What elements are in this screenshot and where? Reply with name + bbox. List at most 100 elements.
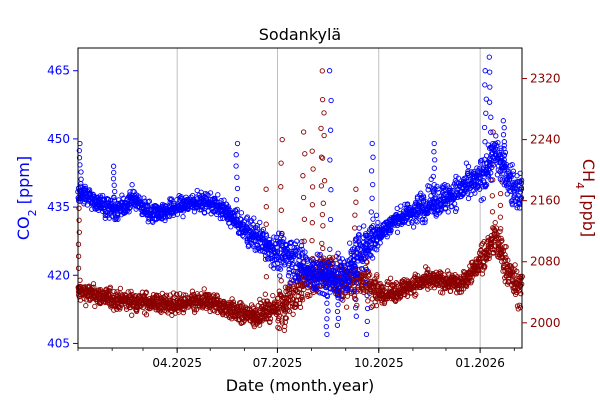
data-point [301,216,308,222]
data-point [352,212,358,218]
data-point [296,274,302,280]
data-point [278,160,284,166]
data-point [414,219,420,225]
data-point [292,304,299,310]
data-point [247,219,254,225]
data-point [76,229,82,235]
data-point [189,288,196,294]
data-point [365,298,371,304]
data-point [373,302,380,309]
data-point [83,297,90,303]
data-point [90,281,97,287]
y-axis-title-right: CH4 [ppb] [574,159,599,237]
data-point [263,233,270,239]
data-point [234,174,240,180]
data-point [146,198,153,204]
data-point [497,228,503,235]
data-point [201,286,207,292]
data-point [214,293,221,299]
data-point [343,304,350,310]
x-tick-label: 10.2025 [354,356,404,370]
data-point [365,273,371,279]
y-left-title-sub: 2 [26,209,39,216]
data-point [505,257,511,263]
data-point [292,241,298,247]
data-point [285,273,292,279]
data-point [267,316,274,322]
data-point [142,203,148,209]
y-axis-title-left: CO2 [ppm] [14,156,39,240]
co2-series [75,54,525,338]
data-point [500,132,507,138]
data-point [465,195,472,202]
data-point [487,84,493,90]
data-point [287,240,294,247]
data-point [432,157,438,163]
data-point [352,225,358,231]
data-point [276,230,282,236]
data-point [465,163,472,170]
data-point [334,308,341,315]
data-point [256,322,263,328]
y-left-tick-label: 420 [47,268,70,282]
data-point [497,214,504,220]
data-point [490,129,496,135]
data-point [180,213,186,220]
data-point [500,268,506,274]
data-point [324,316,330,322]
data-point [321,110,327,116]
data-point [369,195,375,201]
data-point [510,168,517,174]
data-point [318,183,325,189]
data-point [325,308,331,314]
data-point [394,229,401,235]
data-point [233,152,239,158]
data-point [512,262,518,268]
data-point [387,275,394,281]
data-point [278,207,284,213]
data-point [320,258,326,264]
y-left-tick-label: 465 [47,64,70,78]
data-point [431,165,437,171]
data-point [257,219,263,226]
y-left-tick-label: 450 [47,132,70,146]
data-point [319,240,325,247]
data-point [302,249,308,255]
data-point [440,290,446,296]
data-point [309,184,316,190]
data-point [76,217,82,223]
data-point [174,211,181,217]
y-right-title-unit: [ppb] [579,189,598,237]
data-point [294,238,300,244]
data-point [263,186,269,192]
data-point [324,331,330,338]
data-point [373,212,380,218]
data-point [117,285,124,292]
data-point [500,118,506,124]
y-right-tick-label: 2160 [530,194,561,208]
data-point [278,278,284,284]
x-axis-title: Date (month.year) [226,376,375,395]
data-point [481,238,487,245]
data-point [239,232,246,239]
data-point [143,289,149,295]
data-point [356,225,362,231]
data-point [276,315,282,322]
data-point [145,204,151,210]
data-point [164,292,170,298]
data-point [299,238,305,245]
data-point [107,291,113,297]
x-tick-label: 04.2025 [152,356,202,370]
data-point [497,249,503,255]
data-point [212,308,218,314]
data-point [352,295,358,302]
data-point [299,294,305,300]
data-point [328,97,334,104]
y-right-tick-label: 2000 [530,316,561,330]
data-point [486,54,492,60]
y-left-title-main: CO [14,216,33,240]
data-point [404,293,411,299]
data-point [338,296,344,302]
data-point [327,289,333,295]
